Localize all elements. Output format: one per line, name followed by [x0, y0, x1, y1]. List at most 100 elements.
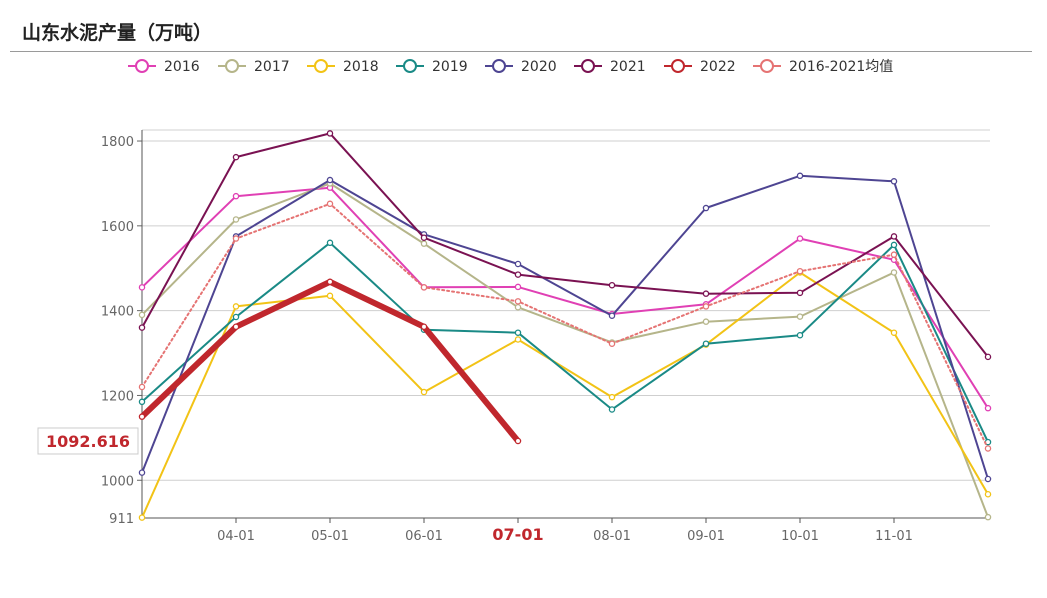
data-point-2016 [138, 284, 146, 291]
data-point-2021 [608, 281, 616, 289]
y-tick-label: 1000 [101, 474, 134, 489]
data-point-2017 [984, 513, 992, 521]
data-point-2021 [138, 324, 146, 331]
series-line-2021 [141, 132, 989, 358]
x-tick-label: 10-01 [781, 529, 819, 544]
legend-marker [403, 59, 417, 73]
data-point-2016-2021均值 [138, 383, 146, 391]
legend-label: 2017 [254, 59, 290, 75]
y-tick-label: 1400 [101, 305, 134, 320]
legend-label: 2016-2021均值 [789, 59, 893, 75]
data-point-2016-2021均值 [514, 298, 522, 305]
data-point-2016 [514, 283, 522, 291]
legend: 2016 2017 2018 2019 2020 2021 2022 2016-2021均值 [128, 59, 893, 75]
data-point-2016-2021均值 [796, 267, 804, 275]
data-point-2019 [232, 313, 240, 321]
data-point-2019 [890, 241, 898, 249]
data-point-2022 [514, 437, 522, 445]
x-tick-label-highlight: 07-01 [492, 525, 543, 544]
x-tick-label: 04-01 [217, 529, 255, 544]
data-point-2021 [702, 290, 710, 297]
legend-item-2017[interactable]: 2017 [218, 59, 290, 75]
data-point-2018 [608, 393, 616, 401]
data-point-2019 [796, 331, 804, 339]
data-point-2019 [138, 398, 146, 406]
data-point-2022 [232, 323, 240, 331]
data-point-2017 [796, 313, 804, 320]
data-point-2020 [326, 176, 334, 184]
legend-label: 2021 [610, 59, 646, 75]
data-point-2021 [514, 271, 522, 278]
legend-marker [225, 59, 239, 73]
legend-marker [671, 59, 685, 73]
data-point-2022 [420, 323, 428, 331]
data-point-2021 [232, 153, 240, 161]
data-point-2017 [420, 240, 428, 247]
series-line-2017 [141, 182, 989, 519]
data-point-2020 [608, 312, 616, 319]
page-title: 山东水泥产量（万吨） [22, 22, 213, 44]
data-point-2016-2021均值 [420, 284, 428, 291]
legend-item-2019[interactable]: 2019 [396, 59, 468, 75]
data-point-2019 [608, 406, 616, 413]
y-tick-label: 1800 [101, 135, 134, 150]
data-point-2019 [514, 329, 522, 336]
annotations: 1092.616 [37, 427, 139, 455]
data-point-2018 [514, 336, 522, 343]
data-point-2018 [138, 514, 146, 521]
x-tick-label: 09-01 [687, 529, 725, 544]
legend-item-2022[interactable]: 2022 [664, 59, 736, 75]
data-point-2021 [420, 234, 428, 241]
data-point-2017 [514, 304, 522, 311]
x-tick-label: 08-01 [593, 529, 631, 544]
legend-marker [760, 59, 774, 73]
data-point-2021 [796, 289, 804, 297]
data-point-2022 [138, 413, 146, 420]
data-point-2016-2021均值 [984, 445, 992, 452]
data-point-2021 [984, 353, 992, 361]
y-tick-label: 1200 [101, 389, 134, 404]
data-point-2019 [702, 340, 710, 347]
data-point-2016-2021均值 [890, 251, 898, 258]
legend-item-2021[interactable]: 2021 [574, 59, 646, 75]
data-point-2019 [326, 239, 334, 247]
data-point-2020 [514, 260, 522, 268]
data-point-2016 [796, 235, 804, 242]
y-tick-label: 1600 [101, 220, 134, 235]
data-point-2017 [232, 216, 240, 223]
data-point-2022 [326, 278, 334, 286]
x-tick-label: 11-01 [875, 529, 913, 544]
legend-label: 2022 [700, 59, 736, 75]
grid [142, 129, 990, 481]
data-point-2018 [326, 292, 334, 300]
legend-label: 2018 [343, 59, 379, 75]
value-tag-label: 1092.616 [46, 432, 130, 451]
legend-item-2016[interactable]: 2016 [128, 59, 200, 75]
data-point-2016-2021均值 [232, 235, 240, 242]
data-point-2020 [796, 172, 804, 180]
data-point-2017 [138, 311, 146, 319]
data-point-2020 [984, 475, 992, 483]
data-point-2018 [232, 303, 240, 310]
data-point-2021 [890, 233, 898, 240]
series-line-2022 [139, 278, 521, 444]
x-tick-label: 06-01 [405, 529, 443, 544]
legend-label: 2019 [432, 59, 468, 75]
legend-marker [492, 59, 506, 73]
legend-item-2016-2021均值[interactable]: 2016-2021均值 [753, 59, 893, 75]
data-point-2016-2021均值 [326, 200, 334, 208]
legend-item-2018[interactable]: 2018 [307, 59, 379, 75]
x-tick-label: 05-01 [311, 529, 349, 544]
data-point-2016-2021均值 [608, 340, 616, 347]
data-point-2016 [984, 404, 992, 412]
data-point-2017 [890, 269, 898, 276]
legend-marker [314, 59, 328, 73]
series-line-2019 [141, 241, 989, 444]
legend-marker [581, 59, 595, 73]
data-point-2017 [702, 318, 710, 325]
legend-label: 2020 [521, 59, 557, 75]
legend-item-2020[interactable]: 2020 [485, 59, 557, 75]
series-group [138, 130, 992, 521]
series-line-2016-2021均值 [141, 202, 989, 450]
